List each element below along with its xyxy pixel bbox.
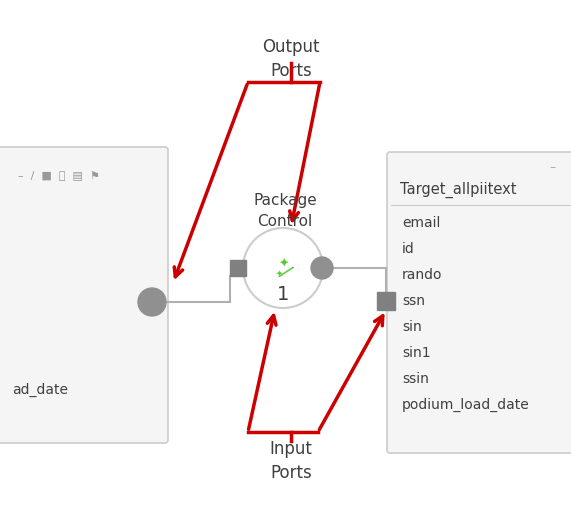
Circle shape <box>243 228 323 308</box>
Text: ✦: ✦ <box>275 269 283 278</box>
FancyBboxPatch shape <box>0 147 168 443</box>
Text: id: id <box>402 242 415 256</box>
FancyBboxPatch shape <box>387 152 571 453</box>
Text: podium_load_date: podium_load_date <box>402 398 530 412</box>
Circle shape <box>138 288 166 316</box>
Text: ssn: ssn <box>402 294 425 308</box>
Text: Output
Ports: Output Ports <box>262 38 320 80</box>
Text: –  /  ■  ⓘ  ▤  ⚑: – / ■ ⓘ ▤ ⚑ <box>18 170 100 180</box>
Circle shape <box>311 257 333 279</box>
Text: –: – <box>550 162 556 175</box>
Text: Target_allpiitext: Target_allpiitext <box>400 182 517 198</box>
Text: ✦: ✦ <box>279 258 289 271</box>
Text: rando: rando <box>402 268 443 282</box>
Text: Package
Control: Package Control <box>253 193 317 229</box>
Text: sin: sin <box>402 320 422 334</box>
Text: ad_date: ad_date <box>12 383 68 397</box>
Text: sin1: sin1 <box>402 346 431 360</box>
Bar <box>230 260 246 276</box>
Text: 1: 1 <box>277 284 289 304</box>
Text: /: / <box>278 261 292 281</box>
Text: ssin: ssin <box>402 372 429 386</box>
Bar <box>377 292 395 310</box>
Text: email: email <box>402 216 440 230</box>
Text: Input
Ports: Input Ports <box>270 440 312 482</box>
